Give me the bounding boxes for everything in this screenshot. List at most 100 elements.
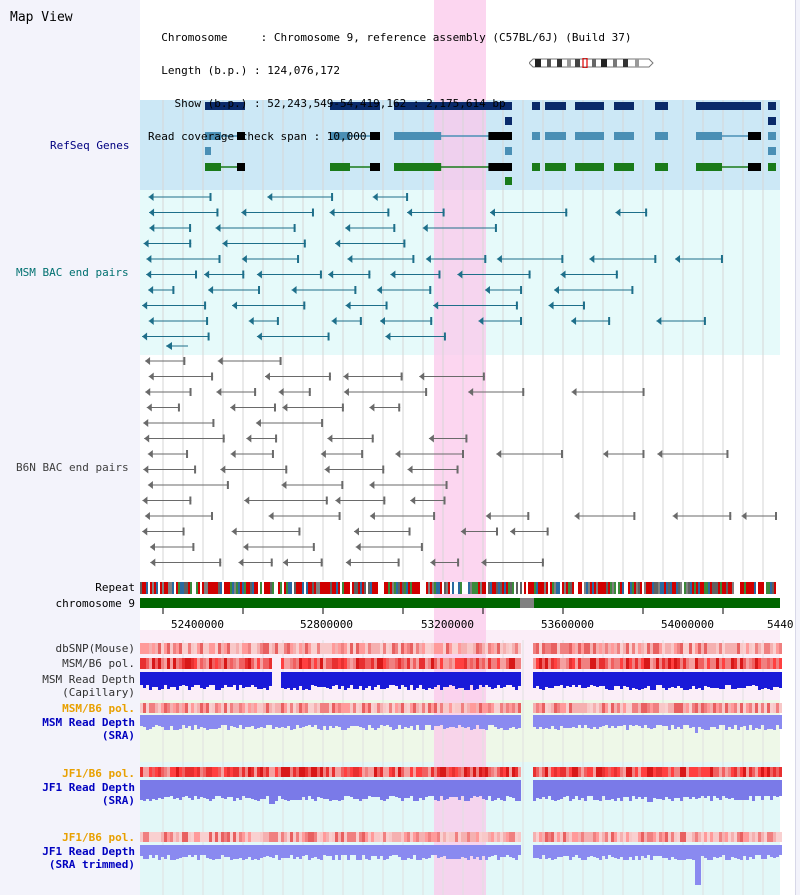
repeat-bar — [760, 582, 762, 594]
gene-arrow — [614, 163, 619, 171]
b6n-bac-end — [308, 388, 311, 396]
jf1-depth-bar — [503, 780, 506, 801]
jf1-read-depth-trimmed-label[interactable]: JF1 Read Depth — [42, 845, 135, 858]
b6n-bac-end — [400, 372, 403, 381]
msm-pol-cell — [152, 658, 155, 669]
jf1-depth-bar — [575, 780, 578, 796]
msm-pol-sra-cell — [593, 703, 596, 713]
msm-sra-depth-bar — [434, 715, 437, 726]
msm-pol-cell — [761, 658, 764, 669]
msm-bac-end-pairs-label[interactable]: MSM BAC end pairs — [16, 266, 129, 279]
dbsnp-cell — [617, 643, 620, 654]
repeat-bar — [438, 582, 440, 594]
jf1-pol-trim-cell — [368, 832, 371, 842]
dbsnp-cell — [386, 643, 389, 654]
jf1-depth-bar — [776, 780, 779, 797]
repeat-label[interactable]: Repeat — [95, 581, 135, 594]
jf1-depth-bar — [599, 780, 602, 801]
msm-pol-sra-cell — [173, 703, 176, 713]
msm-b6-pol-label[interactable]: MSM/B6 pol. — [62, 657, 135, 670]
jf1-pol-cell — [635, 767, 638, 777]
jf1-pol-cell — [266, 767, 269, 777]
gene-exon — [237, 163, 245, 171]
repeat-bar — [754, 582, 756, 594]
msm-pol-sra-cell — [254, 703, 257, 713]
jf1-trim-depth-bar — [197, 845, 200, 860]
dbsnp-cell — [344, 643, 347, 654]
dbsnp-cell — [173, 643, 176, 654]
jf1-pol-cell — [239, 767, 242, 777]
repeat-bar — [640, 582, 642, 594]
dbsnp-mouse-label[interactable]: dbSNP(Mouse) — [55, 642, 135, 655]
repeat-bar — [324, 582, 326, 594]
jf1-trim-depth-bar — [353, 845, 356, 855]
jf1-b6-pol-label[interactable]: JF1/B6 pol. — [62, 767, 135, 780]
msm-bac-end — [390, 270, 396, 279]
dbsnp-cell — [569, 643, 572, 654]
jf1-pol-trim-cell — [710, 832, 713, 842]
msm-sra-depth-bar — [422, 715, 425, 730]
msm-sra-depth-bar — [548, 715, 551, 729]
refseq-genes-label[interactable]: RefSeq Genes — [50, 139, 130, 152]
msm-pol-cell — [446, 658, 449, 669]
repeat-bar — [518, 582, 520, 594]
repeat-bar — [188, 582, 190, 594]
repeat-bar — [482, 582, 484, 594]
msm-sra-depth-bar — [578, 715, 581, 725]
jf1-depth-bar — [365, 780, 368, 799]
msm-cap-depth-bar — [722, 672, 725, 689]
msm-sra-depth-bar — [260, 715, 263, 727]
dbsnp-cell — [203, 643, 206, 654]
jf1-read-depth-label[interactable]: JF1 Read Depth — [42, 781, 135, 794]
msm-pol-cell — [755, 658, 758, 669]
msm-pol-sra-cell — [641, 703, 644, 713]
jf1-pol-trim-cell — [416, 832, 419, 842]
msm-read-depth-capillary-label[interactable]: MSM Read Depth — [42, 673, 135, 686]
chromosome-ideogram[interactable] — [528, 53, 654, 69]
dbsnp-cell — [557, 643, 560, 654]
jf1-pol-cell — [575, 767, 578, 777]
repeat-bar — [228, 582, 230, 594]
msm-pol-sra-cell — [392, 703, 395, 713]
msm-cap-depth-bar — [656, 672, 659, 685]
jf1-trim-depth-bar — [464, 845, 467, 858]
repeat-bar — [686, 582, 688, 594]
msm-pol-cell — [752, 658, 755, 669]
jf1-depth-bar — [320, 780, 323, 798]
msm-sra-depth-bar — [461, 715, 464, 727]
sra-trimmed-sublabel: (SRA trimmed) — [48, 858, 135, 871]
dbsnp-cell — [341, 643, 344, 654]
msm-pol-sra-cell — [404, 703, 407, 713]
msm-pol-sra-cell — [410, 703, 413, 713]
jf1-pol-trim-cell — [578, 832, 581, 842]
dbsnp-cell — [302, 643, 305, 654]
jf1-pol-trim-cell — [365, 832, 368, 842]
dbsnp-cell — [275, 643, 278, 654]
jf1-b6-pol-trimmed-label[interactable]: JF1/B6 pol. — [62, 831, 135, 844]
msm-sra-depth-bar — [170, 715, 173, 726]
repeat-bar — [408, 582, 410, 594]
msm-pol-sra-cell — [500, 703, 503, 713]
dbsnp-cell — [437, 643, 440, 654]
jf1-trim-depth-bar — [539, 845, 542, 859]
b6n-bac-end-pairs-label[interactable]: B6N BAC end pairs — [16, 461, 129, 474]
msm-read-depth-sra-label[interactable]: MSM Read Depth — [42, 716, 135, 729]
msm-sra-depth-bar — [179, 715, 182, 729]
dbsnp-cell — [662, 643, 665, 654]
msm-pol-cell — [299, 658, 302, 669]
msm-b6-pol-sra-label[interactable]: MSM/B6 pol. — [62, 702, 135, 715]
msm-cap-depth-bar — [311, 672, 314, 685]
msm-pol-sra-cell — [632, 703, 635, 713]
msm-sra-depth-bar — [212, 715, 215, 729]
jf1-pol-cell — [710, 767, 713, 777]
msm-pol-cell — [734, 658, 737, 669]
msm-cap-depth-bar — [638, 672, 641, 690]
msm-bac-end — [256, 332, 262, 341]
b6n-bac-end — [177, 403, 180, 412]
repeat-bar — [744, 582, 746, 594]
msm-pol-sra-cell — [422, 703, 425, 713]
jf1-pol-trim-cell — [170, 832, 173, 842]
repeat-bar — [656, 582, 658, 594]
jf1-depth-bar — [578, 780, 581, 800]
msm-cap-depth-bar — [458, 672, 461, 688]
